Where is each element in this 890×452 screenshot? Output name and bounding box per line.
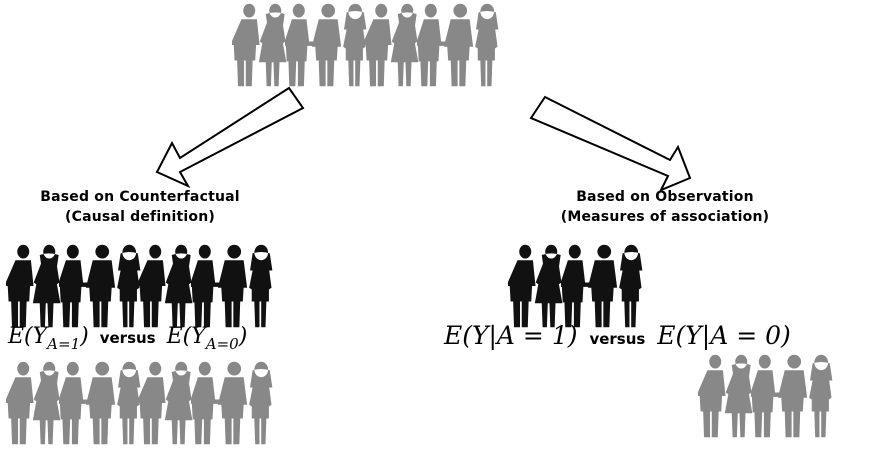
person-silhouette-icon xyxy=(808,354,832,438)
person-silhouette-icon xyxy=(116,244,140,328)
person-silhouette-icon xyxy=(58,244,90,328)
person-silhouette-icon xyxy=(474,3,498,87)
expr-right: E(Y xyxy=(166,324,206,349)
person-silhouette-icon xyxy=(86,361,116,445)
person-silhouette-icon xyxy=(137,361,166,445)
obs-expr-right: E(Y|A = 0) xyxy=(657,321,791,350)
person-silhouette-icon xyxy=(33,244,61,328)
arrow-to-observation xyxy=(529,95,692,192)
counterfactual-title-line2: (Causal definition) xyxy=(65,209,215,225)
expr-left-close: ) xyxy=(80,324,89,349)
person-silhouette-icon xyxy=(33,361,61,445)
person-silhouette-icon xyxy=(86,244,116,328)
hollow-arrow-icon xyxy=(529,95,692,192)
observation-expression: E(Y|A = 1) versus E(Y|A = 0) xyxy=(444,321,791,350)
person-silhouette-icon xyxy=(725,354,753,438)
observed-exposed-crowd xyxy=(508,243,642,329)
counterfactual-expression: E(YA=1) versus E(YA=0) xyxy=(8,324,248,353)
counterfactual-exposed-crowd xyxy=(6,243,272,329)
counterfactual-unexposed-crowd xyxy=(6,360,272,446)
person-silhouette-icon xyxy=(217,244,248,328)
expr-left: E(Y xyxy=(8,324,48,349)
person-silhouette-icon xyxy=(778,354,808,438)
hollow-arrow-icon xyxy=(155,86,305,189)
person-silhouette-icon xyxy=(588,244,618,328)
person-silhouette-icon xyxy=(363,3,392,87)
person-silhouette-icon xyxy=(560,244,592,328)
person-silhouette-icon xyxy=(284,3,316,87)
person-silhouette-icon xyxy=(312,3,342,87)
person-silhouette-icon xyxy=(217,361,248,445)
person-silhouette-icon xyxy=(116,361,140,445)
versus-label: versus xyxy=(99,329,156,347)
person-silhouette-icon xyxy=(248,361,272,445)
obs-versus-label: versus xyxy=(589,330,646,348)
person-silhouette-icon xyxy=(750,354,782,438)
population-crowd xyxy=(232,2,498,88)
expr-right-subscript: A=0 xyxy=(205,335,239,353)
observation-title: Based on Observation (Measures of associ… xyxy=(535,187,795,227)
observation-title-line2: (Measures of association) xyxy=(560,209,770,225)
counterfactual-title: Based on Counterfactual (Causal definiti… xyxy=(20,187,260,227)
observation-title-line1: Based on Observation xyxy=(576,189,754,205)
person-silhouette-icon xyxy=(342,3,366,87)
arrow-to-counterfactual xyxy=(155,86,305,189)
person-silhouette-icon xyxy=(259,3,287,87)
person-silhouette-icon xyxy=(391,3,419,87)
person-silhouette-icon xyxy=(248,244,272,328)
counterfactual-title-line1: Based on Counterfactual xyxy=(40,189,240,205)
person-silhouette-icon xyxy=(618,244,642,328)
person-silhouette-icon xyxy=(416,3,448,87)
person-silhouette-icon xyxy=(535,244,563,328)
person-silhouette-icon xyxy=(698,354,726,438)
person-silhouette-icon xyxy=(6,361,34,445)
person-silhouette-icon xyxy=(232,3,260,87)
expr-right-close: ) xyxy=(238,324,248,349)
person-silhouette-icon xyxy=(190,244,222,328)
person-silhouette-icon xyxy=(6,244,34,328)
person-silhouette-icon xyxy=(137,244,166,328)
obs-expr-left: E(Y|A = 1) xyxy=(444,321,578,350)
expr-left-subscript: A=1 xyxy=(47,335,81,353)
person-silhouette-icon xyxy=(165,361,193,445)
person-silhouette-icon xyxy=(190,361,222,445)
observed-unexposed-crowd xyxy=(698,353,832,439)
person-silhouette-icon xyxy=(508,244,536,328)
person-silhouette-icon xyxy=(58,361,90,445)
person-silhouette-icon xyxy=(165,244,193,328)
person-silhouette-icon xyxy=(443,3,474,87)
